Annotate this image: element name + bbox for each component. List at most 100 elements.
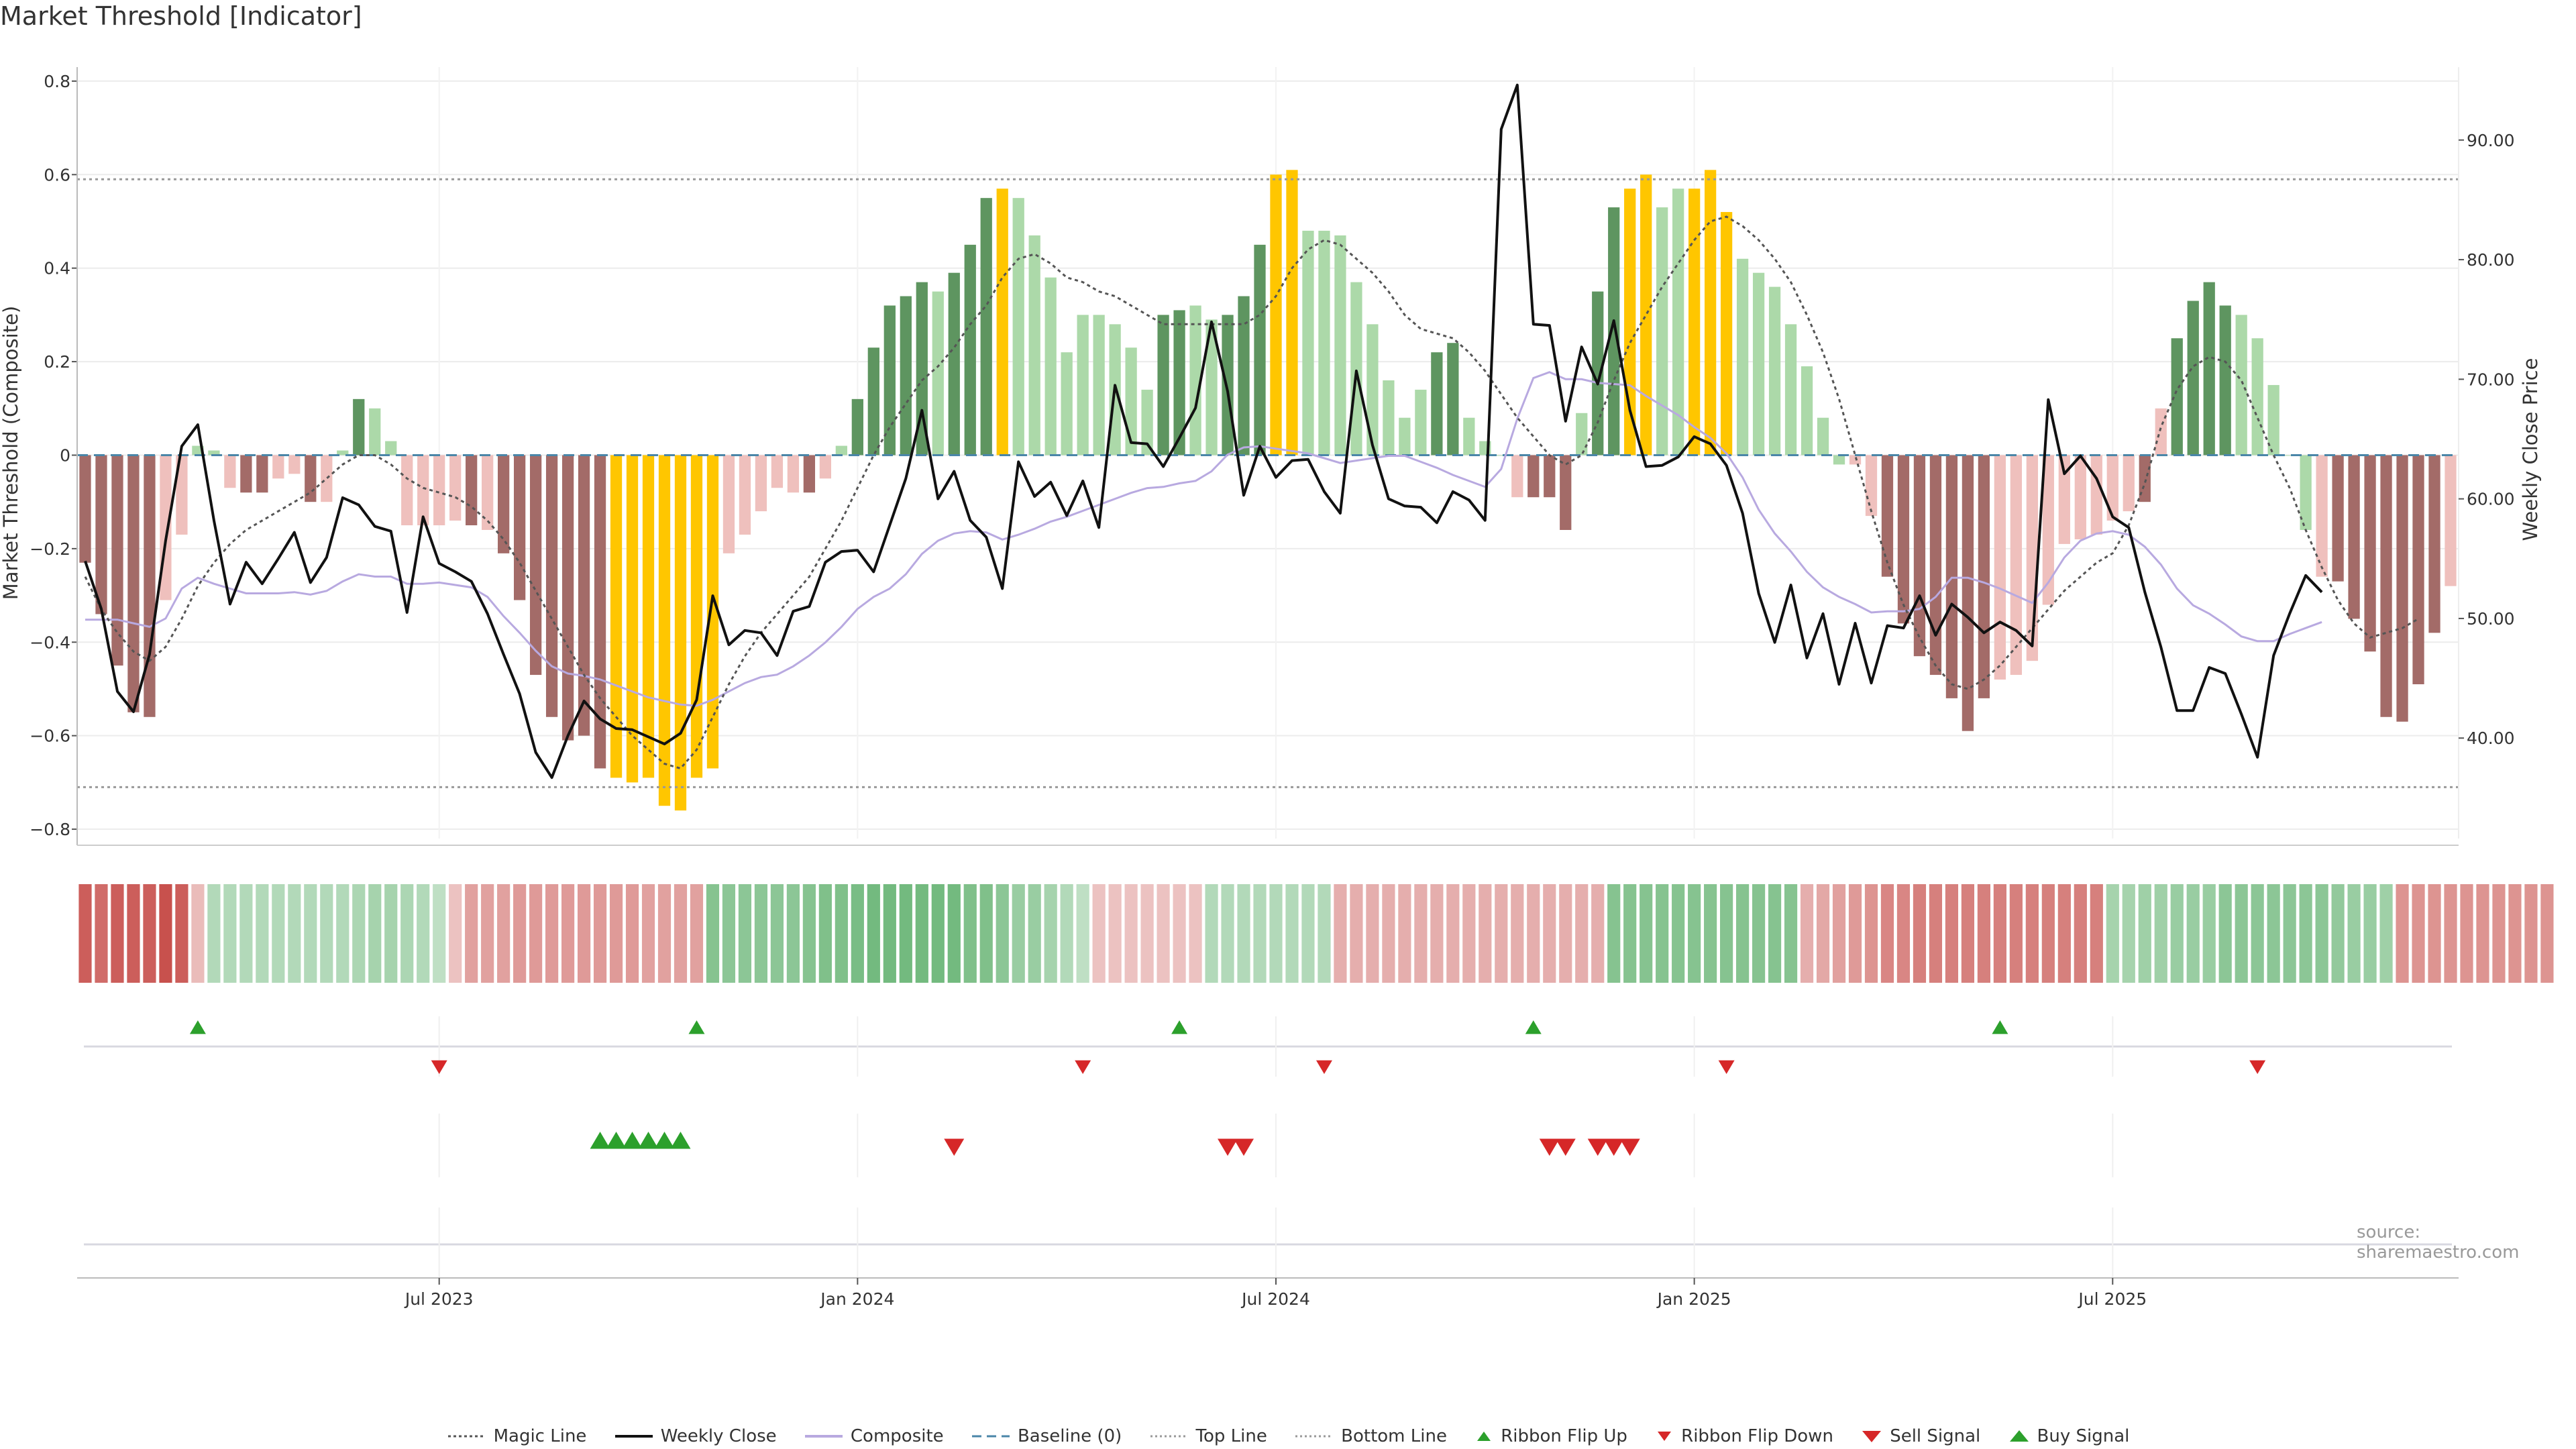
composite-bar — [1752, 272, 1765, 455]
ribbon-cell — [1656, 884, 1669, 983]
composite-bar — [1222, 315, 1234, 455]
composite-bar — [256, 455, 268, 493]
composite-bar — [2332, 455, 2344, 582]
ribbon-cell — [1012, 884, 1025, 983]
composite-bar — [2155, 408, 2167, 455]
sell-signal-marker — [1603, 1138, 1624, 1156]
ribbon-cell — [867, 884, 880, 983]
composite-bar — [1817, 417, 1829, 455]
ribbon-cell — [883, 884, 896, 983]
composite-bar — [803, 455, 816, 493]
composite-bar — [208, 450, 220, 455]
composite-bar — [1608, 207, 1620, 455]
ribbon-cell — [1929, 884, 1943, 983]
composite-bar — [545, 455, 558, 717]
ribbon-cell — [2347, 884, 2361, 983]
ribbon-cell — [2218, 884, 2232, 983]
composite-bar — [916, 282, 928, 455]
legend-item-ribbon-flip-up: Ribbon Flip Up — [1474, 1426, 1627, 1446]
ribbon-cell — [1800, 884, 1814, 983]
composite-bar — [1141, 389, 1153, 455]
composite-bar — [2380, 455, 2392, 717]
ribbon-cell — [979, 884, 993, 983]
ribbon-cell — [352, 884, 366, 983]
composite-bar — [851, 398, 863, 455]
ribbon-cell — [1028, 884, 1041, 983]
composite-bar — [1447, 343, 1459, 455]
ribbon-cell — [2283, 884, 2296, 983]
ribbon-cell — [2331, 884, 2345, 983]
composite-bar — [321, 455, 333, 502]
composite-line — [85, 371, 2322, 707]
composite-bar — [1286, 170, 1298, 455]
left-tick-label: −0.4 — [30, 633, 70, 652]
composite-bar — [2090, 455, 2102, 535]
ribbon-cell — [1993, 884, 2006, 983]
ribbon-cell — [1044, 884, 1057, 983]
composite-bar — [1913, 455, 1926, 657]
ribbon-cell — [1430, 884, 1444, 983]
ribbon-cell — [851, 884, 864, 983]
ribbon-cell — [1060, 884, 1073, 983]
ribbon-flip-up-marker — [189, 1020, 206, 1034]
ribbon-cell — [1221, 884, 1234, 983]
buy-signal-marker — [590, 1132, 610, 1149]
left-tick-label: −0.6 — [30, 727, 70, 746]
ribbon-cell — [1173, 884, 1186, 983]
composite-bar — [1318, 230, 1330, 455]
composite-bar — [787, 455, 800, 493]
ribbon-cell — [2235, 884, 2248, 983]
ribbon-cell — [1318, 884, 1331, 983]
composite-bar — [176, 455, 188, 535]
buy-signal-marker — [654, 1132, 675, 1149]
composite-bar — [1994, 455, 2006, 680]
ribbon-cell — [2444, 884, 2457, 983]
composite-bar — [819, 455, 832, 479]
buy-signal-marker — [638, 1132, 659, 1149]
composite-bar — [1640, 174, 1652, 455]
composite-bar — [626, 455, 639, 783]
ribbon-cell — [2524, 884, 2538, 983]
ribbon-strip — [78, 884, 2554, 983]
composite-bar — [658, 455, 671, 806]
ribbon-cell — [2138, 884, 2151, 983]
ribbon-cell — [1768, 884, 1782, 983]
legend-item-sell-signal: Sell Signal — [1860, 1426, 1980, 1446]
ribbon-cell — [1479, 884, 1492, 983]
ribbon-cell — [2299, 884, 2312, 983]
composite-bar — [2042, 455, 2054, 605]
composite-bar — [948, 272, 960, 455]
composite-bar — [224, 455, 236, 488]
ribbon-cell — [2428, 884, 2441, 983]
composite-bar — [1077, 315, 1089, 455]
ribbon-cell — [1880, 884, 1894, 983]
ribbon-cell — [1189, 884, 1202, 983]
ribbon-cell — [159, 884, 172, 983]
composite-bar — [932, 291, 944, 455]
ribbon-cell — [915, 884, 928, 983]
composite-bar — [2364, 455, 2376, 652]
right-tick-label: 70.00 — [2467, 370, 2515, 389]
ribbon-flip-up-marker — [1171, 1020, 1188, 1034]
composite-bar — [337, 450, 349, 455]
composite-bar — [1945, 455, 1958, 698]
composite-bar — [79, 455, 91, 563]
ribbon-cell — [706, 884, 720, 983]
composite-bar — [1527, 455, 1540, 498]
composite-bar — [498, 455, 510, 553]
ribbon-cell — [1237, 884, 1250, 983]
ribbon-cell — [1945, 884, 1959, 983]
composite-bar — [2219, 305, 2231, 455]
sell-signal-marker — [1218, 1138, 1238, 1156]
composite-bar — [1366, 324, 1379, 455]
ribbon-cell — [1575, 884, 1589, 983]
ribbon-cell — [1816, 884, 1830, 983]
ribbon-cell — [2009, 884, 2023, 983]
composite-bar — [2396, 455, 2408, 722]
x-axis: Jul 2023 Jan 2024 Jul 2024 Jan 2025 Jul 2025 — [77, 1277, 2459, 1309]
ribbon-cell — [2540, 884, 2554, 983]
ribbon-cell — [818, 884, 832, 983]
composite-bar — [1688, 189, 1701, 455]
ribbon-cell — [272, 884, 285, 983]
left-tick-label: 0.2 — [44, 352, 70, 372]
